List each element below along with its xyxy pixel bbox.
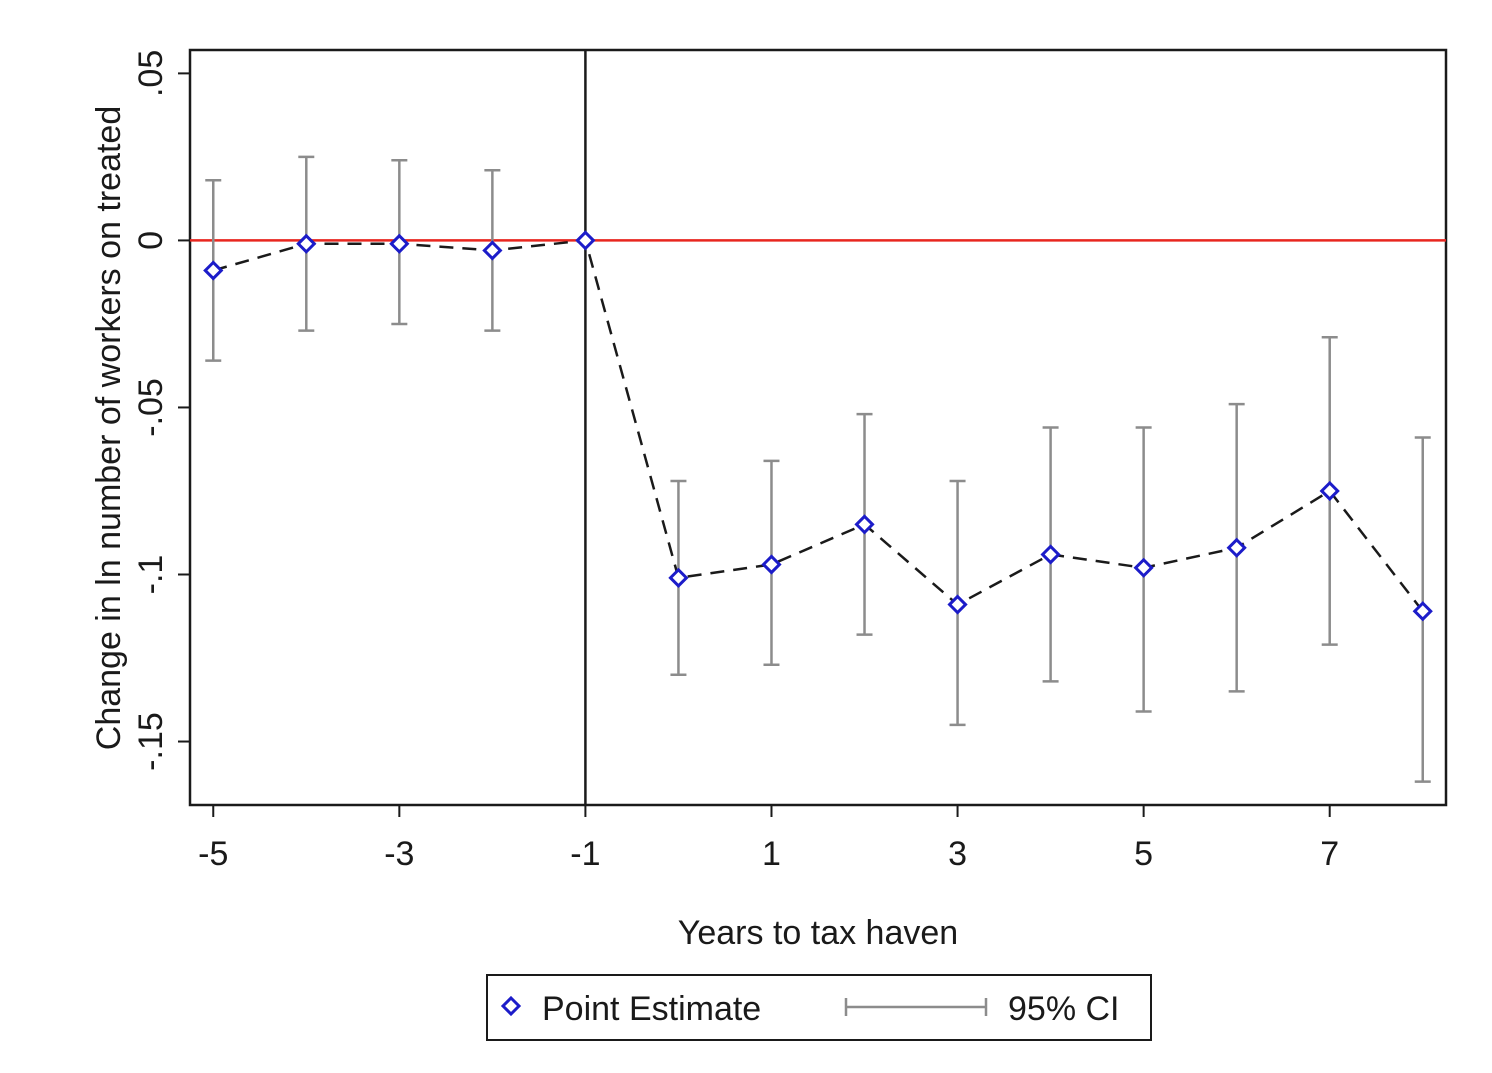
point-estimate-marker bbox=[761, 554, 782, 575]
y-tick-label: -.05 bbox=[132, 378, 170, 437]
x-axis-title: Years to tax haven bbox=[678, 914, 958, 952]
plot-area-frame bbox=[188, 48, 1448, 807]
point-estimate-marker bbox=[1040, 544, 1061, 565]
point-estimate-marker bbox=[1133, 557, 1154, 578]
y-tick-label: -.1 bbox=[132, 555, 170, 595]
legend-point-estimate-label: Point Estimate bbox=[542, 990, 761, 1028]
point-estimate-line bbox=[212, 239, 1424, 613]
y-tick-label: -.15 bbox=[132, 712, 170, 771]
point-estimate-marker bbox=[203, 260, 224, 281]
x-tick-label: 7 bbox=[1320, 835, 1339, 873]
point-estimate-line-group bbox=[212, 239, 1424, 613]
point-estimate-marker bbox=[482, 240, 503, 261]
legend-ci-label: 95% CI bbox=[1008, 990, 1120, 1028]
point-estimate-marker bbox=[389, 233, 410, 254]
x-tick-label: 3 bbox=[948, 835, 967, 873]
legend: Point Estimate 95% CI bbox=[486, 974, 1152, 1041]
point-estimate-marker bbox=[1226, 537, 1247, 558]
x-tick-label: -3 bbox=[384, 835, 414, 873]
x-tick-label: 5 bbox=[1134, 835, 1153, 873]
x-tick-label: -1 bbox=[570, 835, 600, 873]
legend-point-estimate-marker bbox=[500, 995, 522, 1017]
x-tick-label: 1 bbox=[762, 835, 781, 873]
tick-labels: -5 -3 -1 1 3 5 7 .05 0 -.05 -.1 -.15 bbox=[132, 50, 1339, 873]
y-tick-label: .05 bbox=[132, 50, 170, 97]
y-axis-title: Change in ln number of workers on treate… bbox=[90, 106, 128, 750]
point-estimate-marker bbox=[1412, 601, 1433, 622]
tick-marks bbox=[178, 72, 1331, 817]
point-estimate-marker bbox=[296, 233, 317, 254]
point-estimate-marker bbox=[947, 594, 968, 615]
point-estimate-marker bbox=[1319, 480, 1340, 502]
point-estimates bbox=[203, 230, 1433, 622]
point-estimate-marker bbox=[854, 514, 875, 535]
point-estimate-marker bbox=[575, 230, 596, 251]
y-tick-label: 0 bbox=[132, 231, 170, 250]
x-tick-label: -5 bbox=[198, 835, 228, 873]
legend-box bbox=[486, 974, 1152, 1041]
legend-ci-marker bbox=[844, 998, 988, 1016]
point-estimate-marker bbox=[668, 567, 689, 588]
